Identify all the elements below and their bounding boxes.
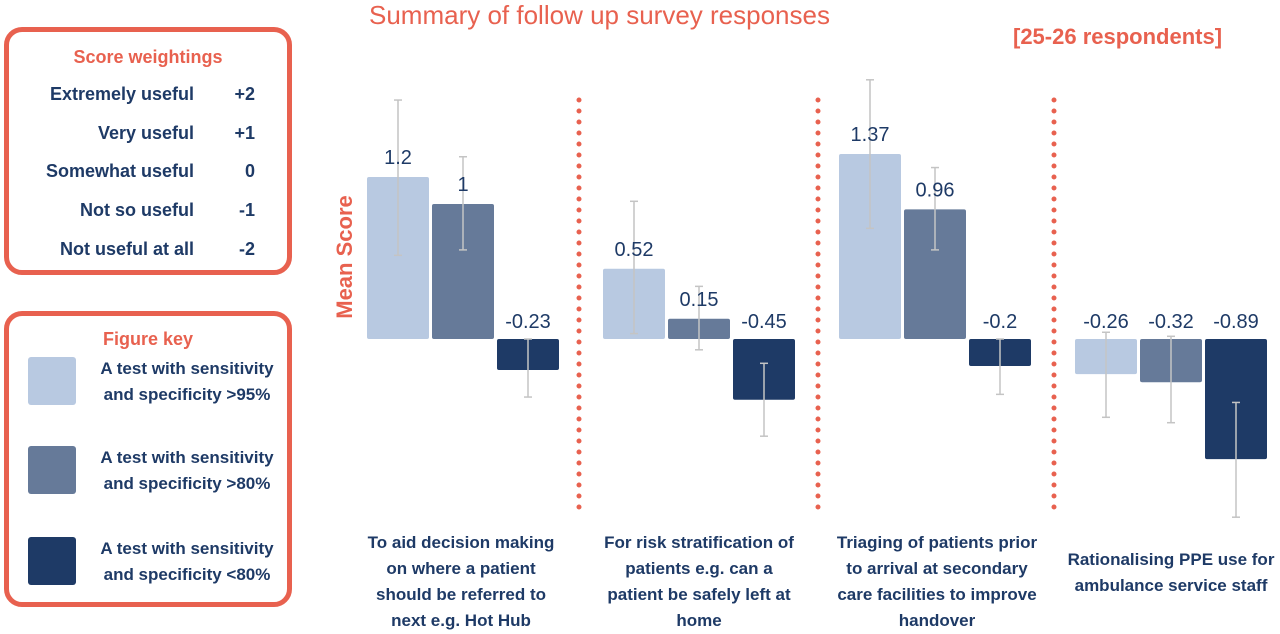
bar xyxy=(1205,339,1267,460)
data-label: 0.96 xyxy=(916,179,955,201)
data-label: -0.26 xyxy=(1083,311,1129,333)
respondents-count: [25-26 respondents] xyxy=(1013,24,1223,49)
weighting-value: -2 xyxy=(238,239,255,259)
weighting-label: Somewhat useful xyxy=(45,161,194,181)
data-label: 1.37 xyxy=(851,124,890,146)
weighting-value: -1 xyxy=(238,200,255,220)
legend-label-below-80: A test with sensitivity and specificity … xyxy=(100,539,274,584)
data-label: 1.2 xyxy=(384,147,412,169)
legend-swatch-below-80 xyxy=(28,537,76,585)
weighting-value: 0 xyxy=(244,161,255,181)
data-label: -0.32 xyxy=(1148,311,1194,333)
legend-swatch-80 xyxy=(28,446,76,494)
weighting-value: +2 xyxy=(234,84,255,104)
data-label: -0.89 xyxy=(1213,311,1259,333)
chart-title: Summary of follow up survey responses xyxy=(369,0,830,30)
data-label: -0.2 xyxy=(983,311,1017,333)
category-label: Rationalising PPE use for ambulance serv… xyxy=(1067,550,1275,595)
weighting-label: Extremely useful xyxy=(49,84,194,104)
weighting-label: Very useful xyxy=(97,123,194,143)
score-weightings-title: Score weightings xyxy=(73,47,223,67)
score-weightings-panel: Score weightings Extremely useful +2 Ver… xyxy=(4,27,292,275)
weighting-label: Not so useful xyxy=(79,200,194,220)
bar xyxy=(904,209,966,339)
figure-key-title: Figure key xyxy=(102,329,194,349)
category-label: For risk stratification of patients e.g.… xyxy=(604,533,794,630)
bar xyxy=(839,154,901,339)
data-label: 0.52 xyxy=(615,239,654,261)
figure-key-panel: Figure key A test with sensitivity and s… xyxy=(4,311,292,607)
weighting-label: Not useful at all xyxy=(59,239,194,259)
bar xyxy=(432,204,494,339)
y-axis-label: Mean Score xyxy=(332,195,357,319)
data-label: 0.15 xyxy=(680,289,719,311)
data-label: -0.23 xyxy=(505,311,551,333)
data-label: -0.45 xyxy=(741,311,787,333)
category-label: Triaging of patients prior to arrival at… xyxy=(836,533,1038,630)
legend-label-80: A test with sensitivity and specificity … xyxy=(100,448,274,493)
data-label: 1 xyxy=(457,174,468,196)
bar xyxy=(367,177,429,339)
legend-swatch-95 xyxy=(28,357,76,405)
legend-label-95: A test with sensitivity and specificity … xyxy=(100,359,274,404)
category-label: To aid decision making on where a patien… xyxy=(367,533,555,630)
weighting-value: +1 xyxy=(234,123,255,143)
